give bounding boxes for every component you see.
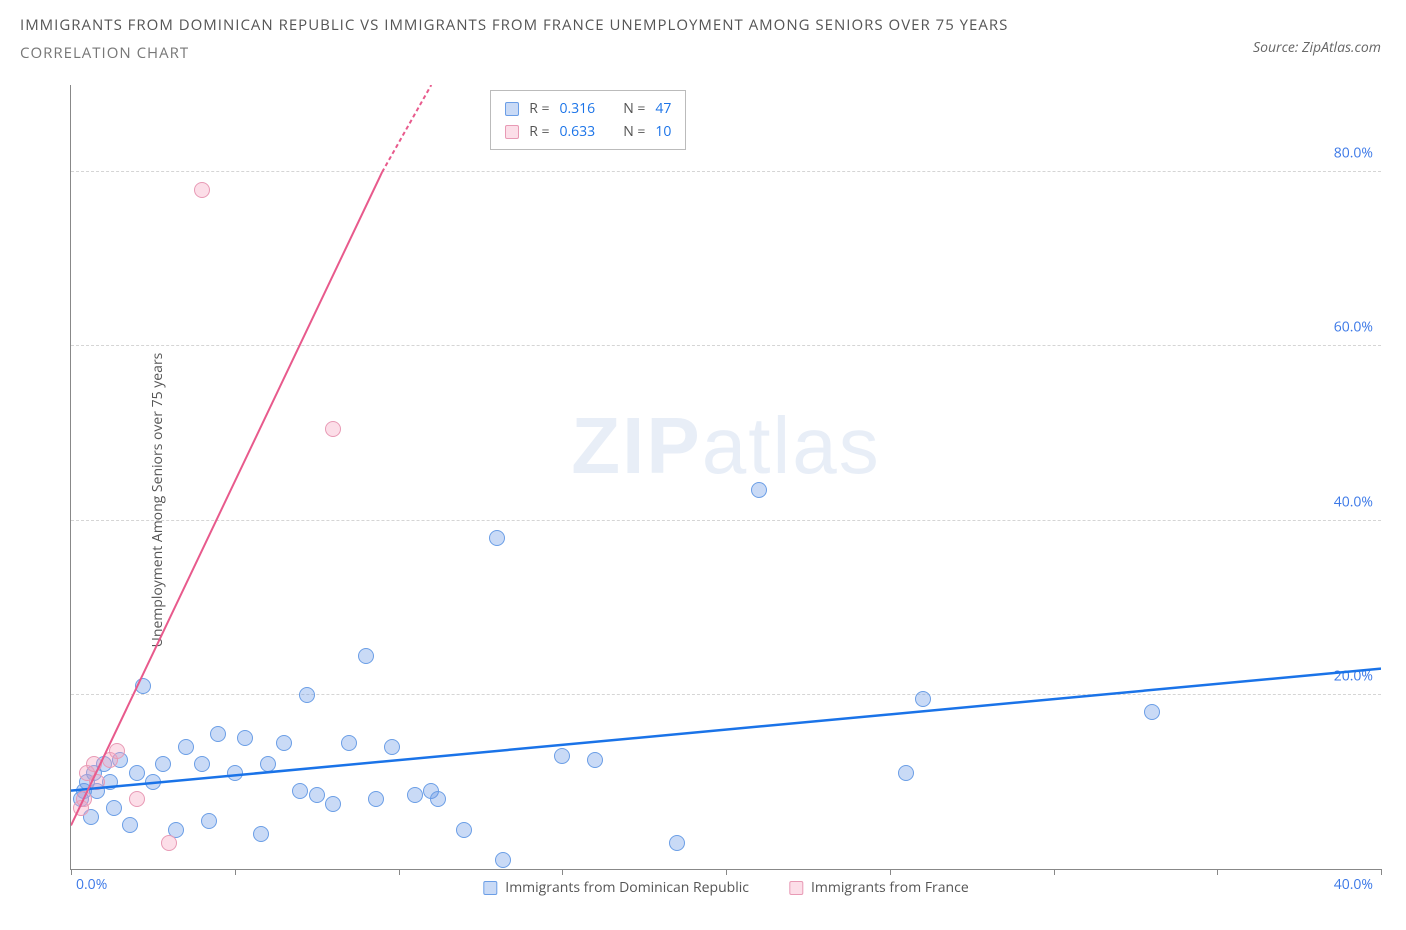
y-tick-label: 40.0% [1334, 492, 1373, 511]
data-point-france [86, 756, 102, 772]
data-point-dominican [587, 752, 603, 768]
x-tick-mark [71, 869, 72, 875]
y-tick-label: 60.0% [1334, 318, 1373, 337]
data-point-france [161, 835, 177, 851]
data-point-dominican [145, 774, 161, 790]
x-tick-mark [890, 869, 891, 875]
data-point-dominican [237, 730, 253, 746]
data-point-dominican [368, 791, 384, 807]
x-axis-min-label: 0.0% [76, 875, 107, 894]
data-point-dominican [358, 648, 374, 664]
chart-subtitle: CORRELATION CHART [20, 43, 1386, 63]
gridline [71, 520, 1381, 521]
data-point-dominican [122, 817, 138, 833]
x-tick-mark [1381, 869, 1382, 875]
data-point-dominican [898, 765, 914, 781]
data-point-dominican [1144, 704, 1160, 720]
gridline [71, 694, 1381, 695]
x-tick-mark [726, 869, 727, 875]
legend-item-dominican: Immigrants from Dominican Republic [483, 878, 749, 897]
gridline [71, 345, 1381, 346]
scatter-plot: ZIPatlas R = 0.316 N = 47 R = 0.633 N = … [70, 85, 1381, 870]
data-point-dominican [201, 813, 217, 829]
watermark: ZIPatlas [571, 400, 880, 492]
swatch-france [505, 125, 519, 139]
data-point-france [76, 791, 92, 807]
data-point-dominican [456, 822, 472, 838]
data-point-dominican [155, 756, 171, 772]
data-point-france [129, 791, 145, 807]
data-point-france [325, 421, 341, 437]
data-point-dominican [915, 691, 931, 707]
data-point-dominican [227, 765, 243, 781]
data-point-france [89, 774, 105, 790]
swatch-dominican [505, 102, 519, 116]
data-point-dominican [325, 796, 341, 812]
data-point-dominican [106, 800, 122, 816]
data-point-dominican [194, 756, 210, 772]
data-point-dominican [292, 783, 308, 799]
data-point-france [109, 743, 125, 759]
data-point-dominican [129, 765, 145, 781]
data-point-dominican [253, 826, 269, 842]
data-point-dominican [554, 748, 570, 764]
source-attribution: Source: ZipAtlas.com [1253, 38, 1381, 57]
data-point-dominican [384, 739, 400, 755]
data-point-dominican [495, 852, 511, 868]
x-tick-mark [399, 869, 400, 875]
data-point-dominican [260, 756, 276, 772]
data-point-dominican [210, 726, 226, 742]
x-tick-mark [1217, 869, 1218, 875]
chart-container: Unemployment Among Seniors over 75 years… [15, 85, 1391, 915]
series-legend: Immigrants from Dominican Republic Immig… [483, 878, 968, 897]
legend-item-france: Immigrants from France [789, 878, 969, 897]
x-tick-mark [235, 869, 236, 875]
y-tick-label: 20.0% [1334, 666, 1373, 685]
x-tick-mark [562, 869, 563, 875]
x-axis-max-label: 40.0% [1334, 875, 1373, 894]
correlation-legend: R = 0.316 N = 47 R = 0.633 N = 10 [490, 90, 686, 150]
data-point-dominican [309, 787, 325, 803]
x-tick-mark [1054, 869, 1055, 875]
gridline [71, 171, 1381, 172]
data-point-dominican [135, 678, 151, 694]
chart-title: IMMIGRANTS FROM DOMINICAN REPUBLIC VS IM… [20, 15, 1386, 35]
data-point-dominican [407, 787, 423, 803]
swatch-france-icon [789, 881, 803, 895]
data-point-dominican [276, 735, 292, 751]
data-point-dominican [751, 482, 767, 498]
data-point-france [194, 182, 210, 198]
swatch-dominican-icon [483, 881, 497, 895]
legend-row-dominican: R = 0.316 N = 47 [505, 97, 671, 120]
data-point-dominican [430, 791, 446, 807]
y-tick-label: 80.0% [1334, 144, 1373, 163]
data-point-dominican [178, 739, 194, 755]
data-point-dominican [341, 735, 357, 751]
data-point-dominican [489, 530, 505, 546]
legend-row-france: R = 0.633 N = 10 [505, 120, 671, 143]
data-point-dominican [669, 835, 685, 851]
data-point-dominican [299, 687, 315, 703]
